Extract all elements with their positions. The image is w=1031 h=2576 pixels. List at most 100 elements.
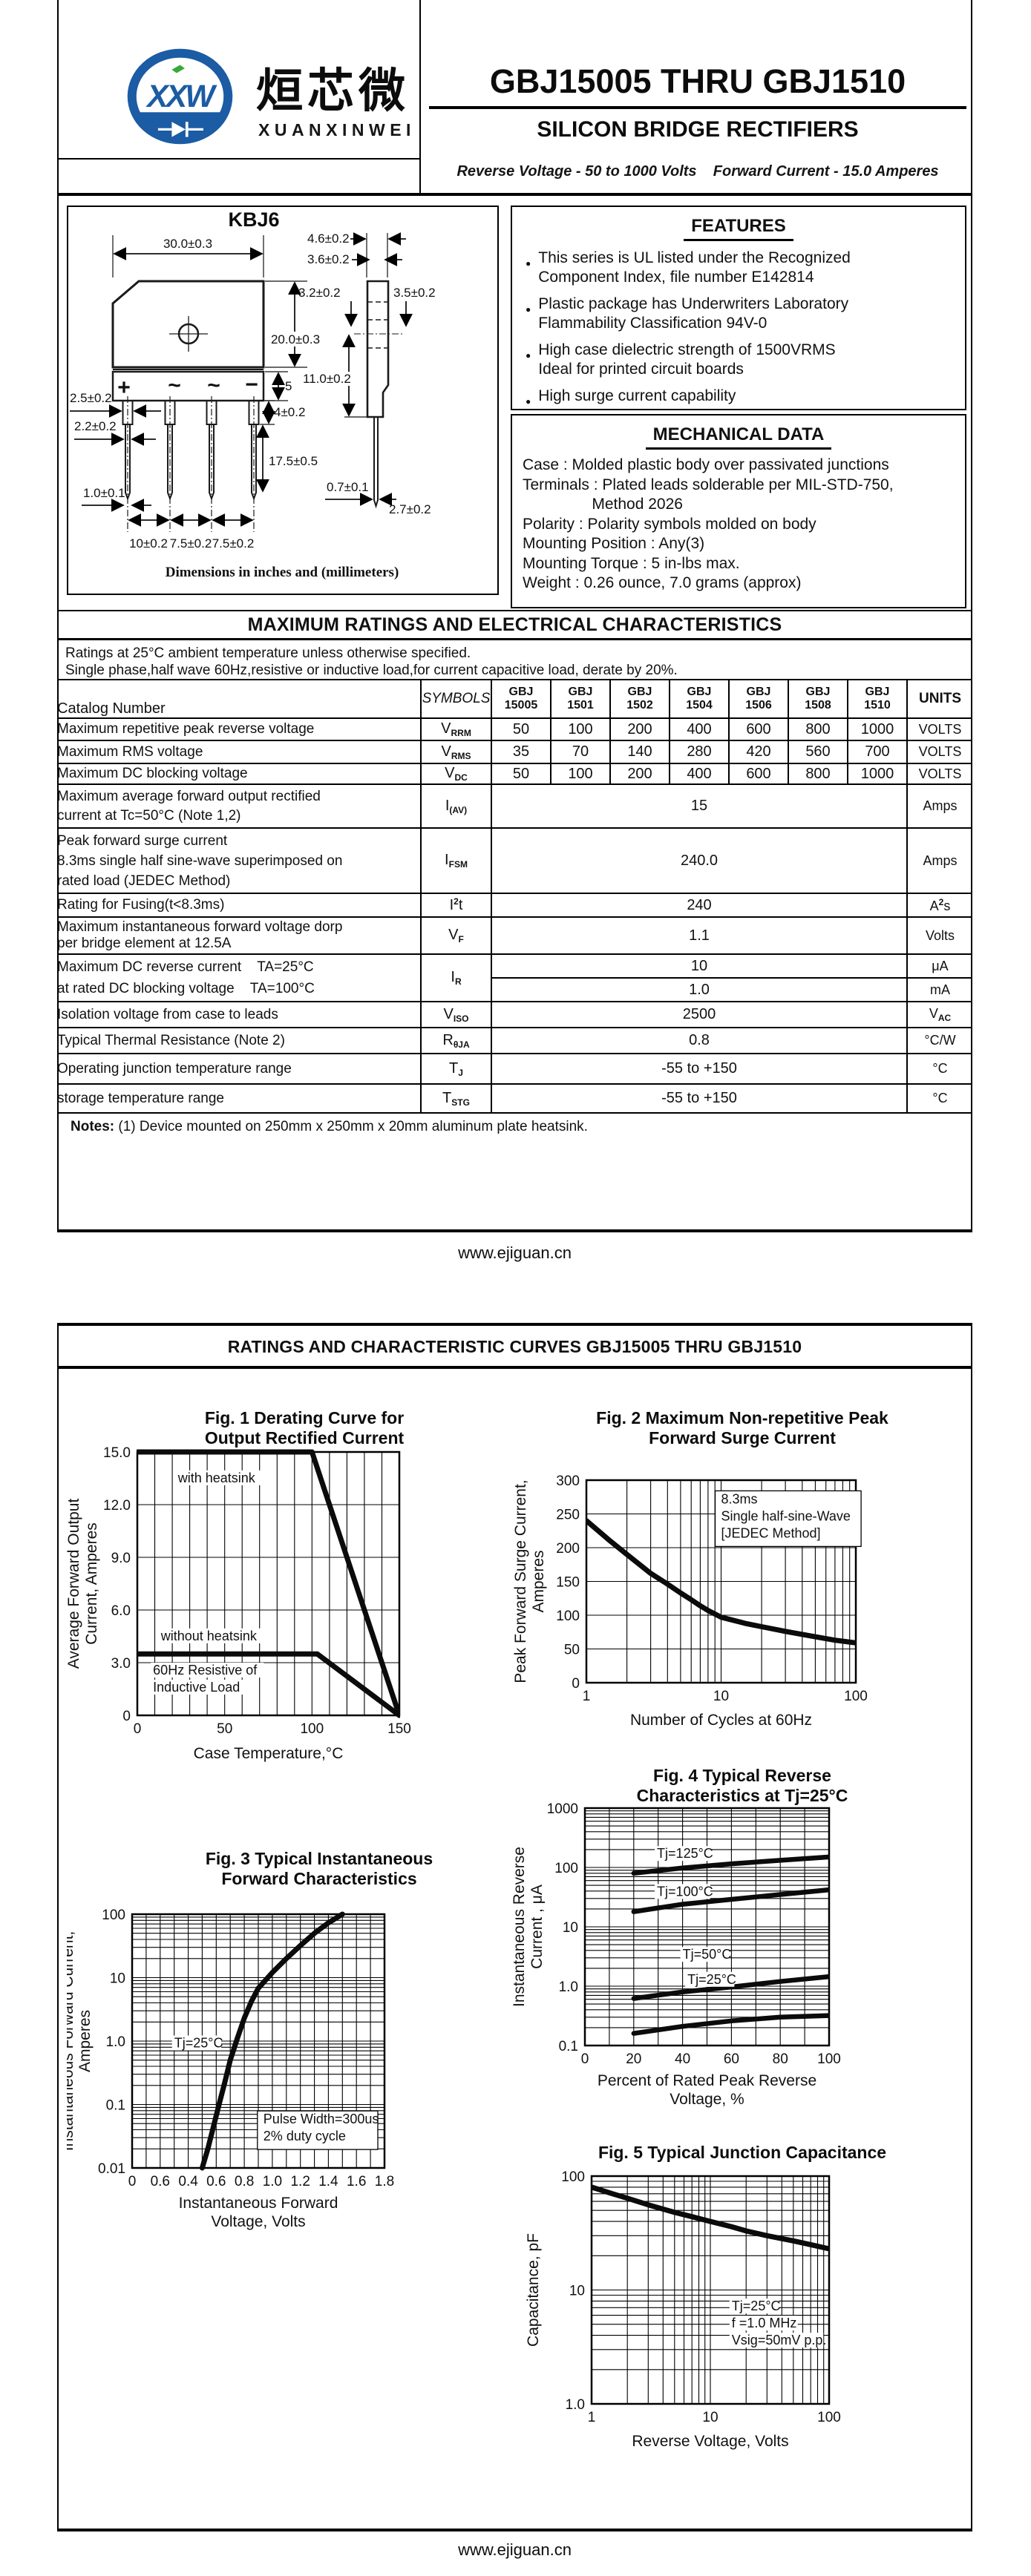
svg-text:1.0: 1.0 <box>106 2034 125 2050</box>
plot-border <box>590 2175 831 2405</box>
chart-annotation: 2% duty cycle <box>264 2129 346 2143</box>
svg-text:10: 10 <box>563 1920 578 1936</box>
row-symbol: IR <box>420 953 492 1002</box>
plot-border <box>583 1807 831 2047</box>
svg-text:2.2±0.2: 2.2±0.2 <box>74 419 117 433</box>
svg-text:1.0: 1.0 <box>559 1979 578 1995</box>
plot-border <box>585 1479 857 1684</box>
chart-annotation: Single half-sine-Wave <box>721 1508 851 1523</box>
row-unit: °C/W <box>906 1027 972 1054</box>
row-value: 280 <box>669 740 730 764</box>
chart-annotation: 8.3ms <box>721 1491 758 1506</box>
row-unit: °C <box>906 1053 972 1085</box>
row-value: 140 <box>609 740 670 764</box>
plot-border <box>131 1913 386 2169</box>
svg-text:60: 60 <box>724 2051 739 2067</box>
row-value: 1000 <box>847 717 908 741</box>
chart-annotation: [JEDEC Method] <box>721 1525 821 1540</box>
annotation-box <box>714 1490 862 1548</box>
svg-text:0.1: 0.1 <box>106 2098 125 2114</box>
svg-text:4.6±0.2: 4.6±0.2 <box>307 231 350 246</box>
table-row: Maximum RMS voltage VRMS 35 70 140 280 420 560 7… <box>57 740 972 764</box>
mechanical-title: MECHANICAL DATA <box>512 424 965 450</box>
row-label: Typical Thermal Resistance (Note 2) <box>57 1027 422 1054</box>
svg-text:100: 100 <box>817 2410 841 2425</box>
row-symbol: VISO <box>420 1001 492 1028</box>
figure-4-caption: Fig. 4 Typical Reverse Characteristics a… <box>636 1766 848 1805</box>
svg-text:100: 100 <box>561 2169 585 2185</box>
company-name-en: XUANXINWEI <box>258 120 416 139</box>
svg-text:3.0: 3.0 <box>111 1656 131 1672</box>
side-view <box>354 280 404 509</box>
ratings-summary: Reverse Voltage - 50 to 1000 Volts Forwa… <box>456 163 939 180</box>
svg-text:100: 100 <box>554 1861 578 1876</box>
row-value-span: 0.8 <box>491 1027 908 1054</box>
row-label: Maximum RMS voltage <box>57 740 422 764</box>
feature-item: ● This series is UL listed under the Reco… <box>526 249 965 287</box>
svg-text:10: 10 <box>702 2410 718 2425</box>
row-label: Maximum DC reverse current TA=25°C at rat… <box>57 953 422 1002</box>
page2-bottom-rule <box>57 2529 972 2531</box>
row-symbol: TSTG <box>420 1083 492 1114</box>
row-label: storage temperature range <box>57 1083 422 1114</box>
svg-text:6.0: 6.0 <box>111 1603 131 1619</box>
company-name-cn: 烜芯微 <box>256 65 410 117</box>
svg-text:~: ~ <box>207 373 220 398</box>
svg-text:200: 200 <box>556 1541 580 1557</box>
svg-text:12.0: 12.0 <box>103 1498 131 1514</box>
title-underline <box>429 106 966 109</box>
page1-footer-url: www.ejiguan.cn <box>458 1243 572 1262</box>
svg-text:1.4: 1.4 <box>318 2174 338 2189</box>
feature-item: ● High surge current capability <box>526 387 965 411</box>
svg-text:3.5±0.2: 3.5±0.2 <box>393 286 436 300</box>
bullet-icon: ● <box>526 396 531 407</box>
table-row: Peak forward surge current 8.3ms single h… <box>57 827 972 894</box>
row-value-span: 15 <box>491 783 908 829</box>
diode-icon <box>157 122 203 137</box>
ratings-section-title: MAXIMUM RATINGS AND ELECTRICAL CHARACTER… <box>247 614 782 635</box>
svg-text:1.2: 1.2 <box>290 2174 310 2189</box>
x-axis-label: Number of Cycles at 60Hz <box>630 1712 812 1729</box>
row-value: 600 <box>728 717 789 741</box>
polarity-marks: + ~ ~ − <box>117 372 258 400</box>
company-logo: XXW <box>127 48 233 145</box>
svg-text:150: 150 <box>387 1721 411 1737</box>
mechanical-data-box: MECHANICAL DATA Case : Molded plastic bo… <box>511 414 966 608</box>
svg-text:1.6: 1.6 <box>347 2174 366 2189</box>
col-header-part: GBJ 1504 <box>669 679 730 719</box>
page2-right-border <box>971 1323 972 2531</box>
conditions-line-1: Ratings at 25°C ambient temperature unle… <box>65 645 471 661</box>
series-Tj=100C <box>631 1887 830 1914</box>
feature-text: High case dielectric strength of 1500VRM… <box>538 341 836 378</box>
svg-text:300: 300 <box>556 1473 580 1489</box>
features-title: FEATURES <box>512 216 965 241</box>
dimension-labels-front: 30.0±0.3 20.0±0.3 5 2.5±0.2 2.2±0.2 1.0±… <box>70 237 324 551</box>
svg-text:0.7±0.1: 0.7±0.1 <box>327 480 369 494</box>
row-unit: μA mA <box>906 953 972 1002</box>
svg-text:~: ~ <box>168 373 181 398</box>
row-value: 400 <box>669 717 730 741</box>
svg-text:0.8: 0.8 <box>235 2174 254 2189</box>
notes-text: (1) Device mounted on 250mm x 250mm x 20… <box>114 1119 588 1134</box>
svg-text:17.5±0.5: 17.5±0.5 <box>269 454 318 468</box>
svg-text:15.0: 15.0 <box>103 1445 131 1461</box>
row-unit: VAC <box>906 1001 972 1028</box>
row-value: 200 <box>609 763 670 785</box>
svg-text:20.0±0.3: 20.0±0.3 <box>271 332 320 346</box>
row-value-span: -55 to +150 <box>491 1083 908 1114</box>
series-with heatsink <box>137 1449 400 1718</box>
table-row: Operating junction temperature range TJ -5… <box>57 1053 972 1085</box>
col-header-catalog: Catalog Number <box>57 679 422 719</box>
table-header-row: Catalog Number SYMBOLS GBJ 15005 GBJ 1501 GBJ 1… <box>57 679 972 719</box>
col-header-part: GBJ 1502 <box>609 679 670 719</box>
svg-text:0: 0 <box>128 2174 137 2189</box>
row-value-span: 2500 <box>491 1001 908 1028</box>
mechanical-line: Method 2026 <box>523 496 683 513</box>
row-value: 560 <box>788 740 848 764</box>
svg-text:1: 1 <box>588 2410 596 2425</box>
figure-2-chart: 8.3ms Single half-sine-Wave [JEDEC Method]… <box>512 1473 868 1729</box>
svg-text:0.6: 0.6 <box>206 2174 226 2189</box>
package-outline-drawing: KBJ6 <box>70 208 436 580</box>
y-axis-label: Capacitance, pF <box>525 2233 542 2347</box>
